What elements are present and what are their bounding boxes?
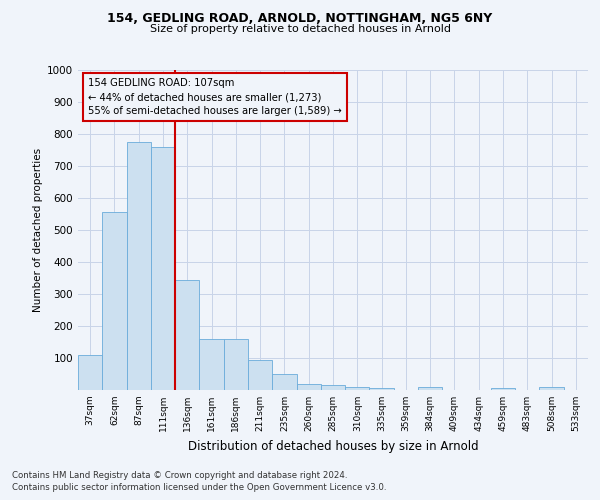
- Bar: [272, 374, 296, 390]
- Bar: [296, 384, 321, 390]
- X-axis label: Distribution of detached houses by size in Arnold: Distribution of detached houses by size …: [188, 440, 478, 452]
- Bar: [248, 360, 272, 390]
- Bar: [102, 212, 127, 390]
- Text: Contains public sector information licensed under the Open Government Licence v3: Contains public sector information licen…: [12, 484, 386, 492]
- Bar: [418, 387, 442, 390]
- Bar: [345, 387, 370, 390]
- Text: Size of property relative to detached houses in Arnold: Size of property relative to detached ho…: [149, 24, 451, 34]
- Bar: [321, 385, 345, 390]
- Bar: [127, 142, 151, 390]
- Bar: [491, 388, 515, 390]
- Bar: [175, 280, 199, 390]
- Bar: [151, 147, 175, 390]
- Bar: [199, 339, 224, 390]
- Text: 154, GEDLING ROAD, ARNOLD, NOTTINGHAM, NG5 6NY: 154, GEDLING ROAD, ARNOLD, NOTTINGHAM, N…: [107, 12, 493, 26]
- Bar: [370, 388, 394, 390]
- Y-axis label: Number of detached properties: Number of detached properties: [33, 148, 43, 312]
- Text: Contains HM Land Registry data © Crown copyright and database right 2024.: Contains HM Land Registry data © Crown c…: [12, 471, 347, 480]
- Bar: [539, 387, 564, 390]
- Text: 154 GEDLING ROAD: 107sqm
← 44% of detached houses are smaller (1,273)
55% of sem: 154 GEDLING ROAD: 107sqm ← 44% of detach…: [88, 78, 342, 116]
- Bar: [224, 339, 248, 390]
- Bar: [78, 355, 102, 390]
